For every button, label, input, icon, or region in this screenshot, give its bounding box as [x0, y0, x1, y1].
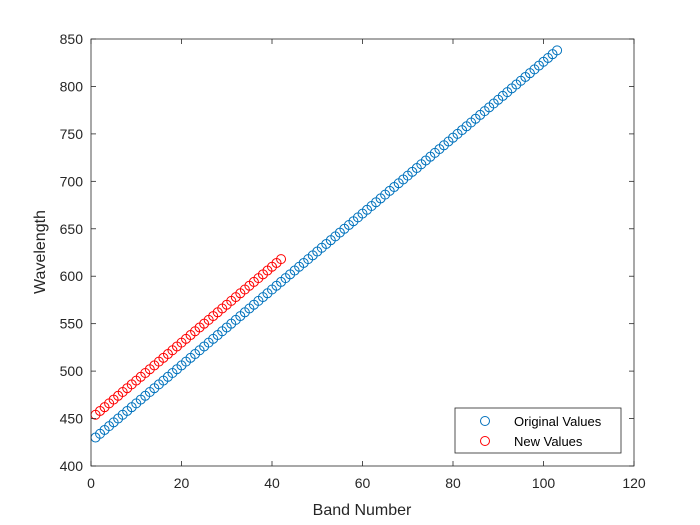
y-tick-label: 400	[60, 458, 84, 474]
data-point	[276, 254, 287, 265]
y-axis-label: Wavelength	[32, 210, 49, 294]
x-tick-label: 20	[174, 475, 190, 491]
legend: Original Values New Values	[454, 407, 622, 454]
legend-label-new-values: New Values	[514, 434, 583, 449]
series-layer	[90, 45, 563, 443]
y-tick-label: 800	[60, 78, 84, 94]
ticks-layer: 0 20 40 60 80 100 120 400 450 500 550 600 650 700 750 8…	[60, 31, 646, 491]
plot-area	[91, 39, 634, 466]
y-tick-label: 650	[60, 221, 84, 237]
legend-marker-new-values	[480, 436, 490, 446]
x-tick-label: 120	[622, 475, 646, 491]
x-axis-label: Band Number	[313, 502, 412, 519]
x-tick-label: 80	[445, 475, 461, 491]
data-point	[552, 45, 563, 56]
x-tick-label: 60	[355, 475, 371, 491]
series-new-values	[90, 254, 287, 420]
y-tick-label: 550	[60, 316, 84, 332]
legend-marker-original-values	[480, 416, 490, 426]
legend-box	[454, 407, 622, 454]
y-tick-label: 850	[60, 31, 84, 47]
legend-label-original-values: Original Values	[514, 414, 602, 429]
y-tick-label: 700	[60, 173, 84, 189]
y-tick-label: 750	[60, 126, 84, 142]
y-tick-label: 450	[60, 411, 84, 427]
y-tick-label: 600	[60, 268, 84, 284]
x-tick-label: 0	[87, 475, 95, 491]
series-original-values	[90, 45, 563, 443]
x-tick-label: 40	[264, 475, 280, 491]
y-tick-label: 500	[60, 363, 84, 379]
x-tick-label: 100	[532, 475, 556, 491]
